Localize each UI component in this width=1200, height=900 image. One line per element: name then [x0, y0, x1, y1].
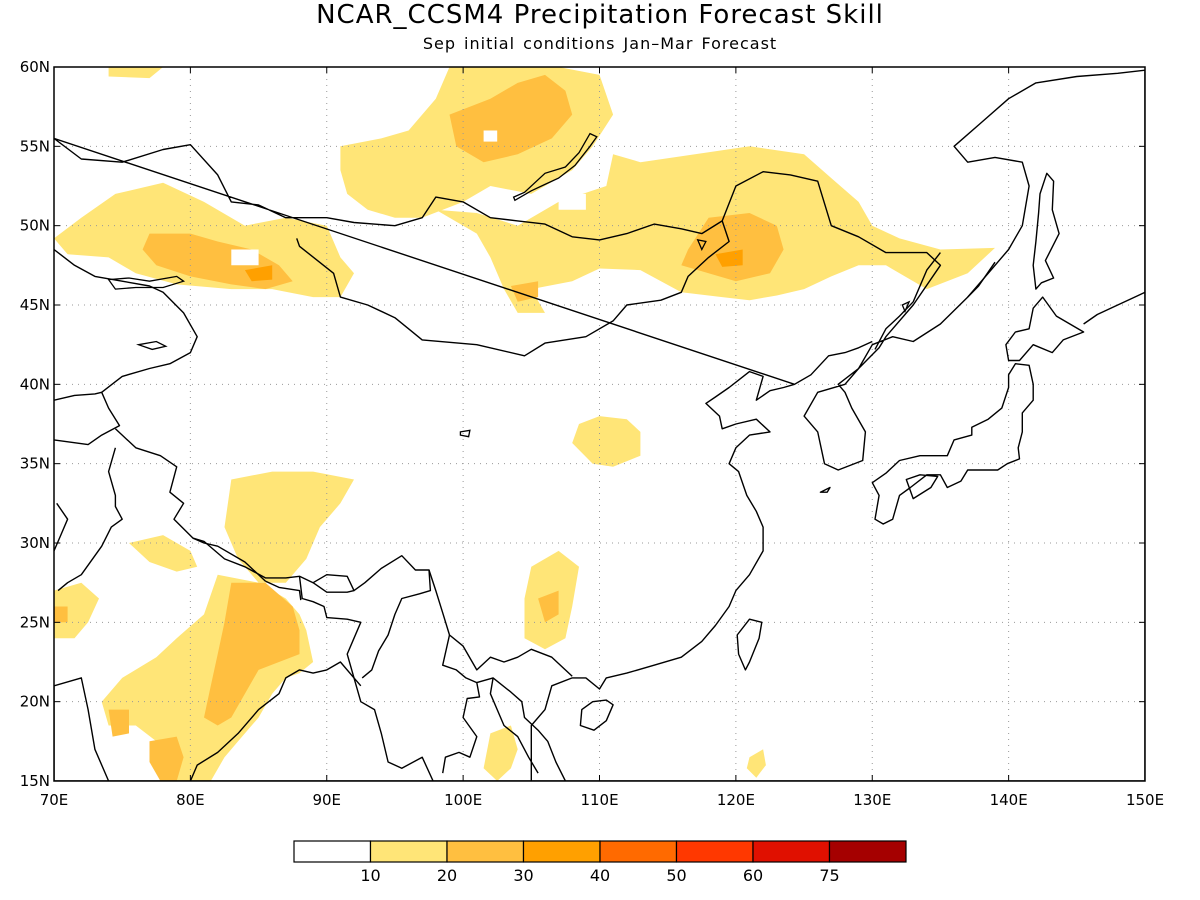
map-subtitle: Sep initial conditions Jan–Mar Forecast [422, 34, 778, 53]
lat-tick-label: 25N [20, 613, 50, 631]
lat-tick-label: 55N [20, 137, 50, 155]
lon-tick-label: 80E [176, 791, 205, 809]
lon-tick-label: 120E [717, 791, 755, 809]
coastline [819, 486, 831, 493]
coastline [265, 580, 302, 601]
coastline [57, 447, 123, 592]
coastline [967, 261, 996, 298]
lon-tick-label: 130E [853, 791, 891, 809]
colorbar-legend: 10 20 30 40 50 60 75 [293, 840, 907, 885]
coastline [905, 474, 939, 500]
lat-tick-label: 35N [20, 455, 50, 473]
legend-label: 40 [590, 866, 610, 885]
legend-label: 20 [437, 866, 457, 885]
graticule [54, 67, 1145, 781]
lat-tick-label: 50N [20, 217, 50, 235]
masked-cell [483, 130, 498, 142]
coastline [736, 618, 763, 671]
lon-tick-label: 70E [40, 791, 69, 809]
coastline [1032, 172, 1060, 290]
skill-region-level-1 [224, 471, 354, 583]
legend-swatch [369, 840, 448, 863]
lat-tick-label: 40N [20, 375, 50, 393]
lat-tick-label: 30N [20, 534, 50, 552]
skill-region-level-2 [538, 590, 559, 623]
coastline [489, 677, 539, 774]
legend-swatch [446, 840, 525, 863]
lake-outline [901, 300, 911, 313]
coastline [192, 537, 266, 582]
legend-label: 30 [513, 866, 533, 885]
coastline [1005, 296, 1085, 362]
lon-tick-label: 140E [990, 791, 1028, 809]
legend-swatch [752, 840, 831, 863]
coastline [54, 69, 1145, 781]
legend-label: 75 [819, 866, 839, 885]
skill-region-level-2 [449, 74, 573, 163]
skill-region-level-3 [244, 265, 273, 282]
legend-swatch [828, 840, 907, 863]
legend-swatch [293, 840, 372, 863]
skill-region-level-1 [483, 725, 518, 781]
coastline [428, 569, 573, 677]
skill-region-level-2 [108, 709, 129, 737]
lake-outline [107, 275, 186, 290]
skill-shading-layer [54, 67, 995, 781]
coastline [54, 502, 69, 552]
coastline [442, 634, 481, 774]
legend-label: 10 [360, 866, 380, 885]
coastline [298, 576, 362, 687]
coastline-layer [54, 69, 1145, 781]
lake-outline [696, 239, 707, 252]
legend-label: 50 [666, 866, 686, 885]
masked-cell [231, 249, 259, 266]
legend-swatch [599, 840, 678, 863]
lon-tick-label: 100E [444, 791, 482, 809]
skill-region-level-1 [572, 416, 641, 467]
coastline [579, 699, 614, 731]
coastline [296, 220, 730, 357]
skill-region-level-2 [149, 736, 184, 781]
lake-outline [512, 132, 598, 202]
coastline [54, 248, 198, 446]
skill-region-level-1 [108, 67, 164, 79]
map-title: NCAR_CCSM4 Precipitation Forecast Skill [316, 0, 884, 30]
coastline [476, 677, 567, 781]
lon-tick-label: 110E [580, 791, 618, 809]
legend-label: 60 [743, 866, 763, 885]
lat-tick-label: 15N [20, 772, 50, 790]
lat-tick-label: 20N [20, 693, 50, 711]
coastline [871, 363, 1034, 525]
coastline [794, 340, 873, 385]
coastline [312, 582, 355, 593]
legend-swatch [675, 840, 754, 863]
skill-region-level-1 [54, 582, 99, 639]
lon-tick-label: 150E [1126, 791, 1164, 809]
skill-region-level-2 [204, 582, 300, 726]
lake-outline [136, 340, 168, 351]
lat-tick-label: 60N [20, 58, 50, 76]
masked-cell [558, 193, 586, 210]
lat-tick-label: 45N [20, 296, 50, 314]
coastline [114, 428, 432, 679]
skill-region-level-1 [129, 535, 198, 572]
axis-ticks: 70E 80E 90E 100E 110E 120E 130E 140E 150E 15N 20N 2… [20, 58, 1164, 809]
skill-region-level-1 [746, 749, 766, 778]
legend-swatch [522, 840, 601, 863]
skill-region-level-2 [54, 606, 68, 623]
coastline [1083, 291, 1145, 325]
lake-outline [459, 429, 471, 438]
coastline [54, 391, 102, 401]
lon-tick-label: 90E [312, 791, 341, 809]
